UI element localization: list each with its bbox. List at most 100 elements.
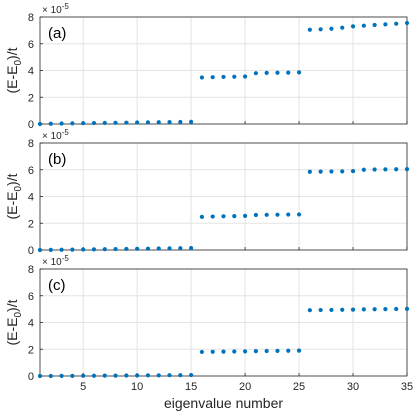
data-point [329,307,334,313]
data-point [189,119,194,124]
data-point [81,247,86,252]
x-tick-label: 25 [293,381,305,393]
data-point [59,121,64,126]
data-point [59,247,64,252]
y-label-tail: )/t [4,47,20,60]
y-label-tail: )/t [4,299,20,312]
scale-exponent: -5 [62,2,70,11]
y-tick-label: 0 [28,245,34,257]
x-tick-label: 20 [239,381,251,393]
data-point [124,373,129,378]
data-point [286,348,291,353]
data-point [189,372,194,378]
data-point [113,120,118,125]
y-label-subscript: 0 [13,186,24,192]
y-tick-label: 4 [28,318,34,330]
data-point [167,373,172,378]
y-label-main: (E-E [4,318,20,346]
x-tick-label: 15 [185,381,197,393]
data-point [372,167,377,172]
scale-base: × 10 [42,131,62,142]
data-point [318,169,323,174]
y-axis-label: (E-E0)/t [4,173,24,219]
y-label-subscript: 0 [13,60,24,66]
data-point [156,120,161,125]
data-point [199,214,205,219]
data-point [221,349,226,354]
scale-base: × 10 [42,257,62,268]
x-tick-label: 35 [401,381,413,393]
data-point [253,349,258,354]
scale-exponent: -5 [62,254,70,263]
y-tick-label: 4 [28,66,34,78]
data-point [361,167,366,172]
data-point [48,121,53,126]
data-point [81,373,86,378]
data-point [145,120,151,125]
data-point [70,373,75,378]
data-point [102,373,107,378]
y-tick-label: 4 [28,192,34,204]
data-point [124,120,129,125]
data-point [167,246,172,251]
x-tick-label: 30 [347,381,359,393]
scale-exponent: -5 [62,128,70,137]
x-axis-label: eigenvalue number [164,395,283,411]
data-point [350,307,356,312]
data-point [156,246,161,251]
y-label-main: (E-E [4,192,20,220]
data-point [242,74,248,79]
data-point [404,166,410,172]
data-point [383,167,388,172]
data-point [210,214,215,219]
data-point [296,70,302,75]
data-point [167,120,172,125]
data-point [135,373,140,378]
data-point [48,247,53,252]
data-point [189,246,194,251]
data-point [253,71,258,76]
data-point [404,306,410,311]
data-point [350,168,356,174]
x-tick-label: 10 [131,381,143,393]
scale-base: × 10 [42,5,62,16]
data-point [135,246,140,251]
data-point [329,169,334,174]
data-point [232,349,237,354]
data-point [350,24,356,29]
data-point [307,27,312,32]
data-point [102,247,107,252]
y-axis-label: (E-E0)/t [4,299,24,345]
data-point [340,307,345,312]
data-point [37,121,43,127]
data-point [275,212,280,217]
y-tick-label: 6 [28,39,34,51]
data-point [102,120,107,126]
data-point [91,120,97,126]
data-point [37,247,43,253]
data-point [70,247,75,252]
data-point [178,373,183,378]
data-point [210,349,215,354]
data-point [383,22,388,27]
data-point [70,121,75,126]
data-point [286,70,291,75]
data-point [232,74,237,79]
y-tick-label: 8 [28,12,34,24]
data-point [394,21,399,26]
data-point [361,307,366,312]
y-label-tail: )/t [4,173,20,186]
data-point [318,27,323,32]
data-point [361,23,366,28]
data-point [145,246,151,251]
data-point [329,26,334,31]
data-point [264,348,269,354]
data-point [307,308,312,313]
data-point [286,212,291,217]
data-point [383,307,388,312]
data-point [210,75,215,80]
data-point [318,307,323,313]
y-axis-label: (E-E0)/t [4,47,24,93]
